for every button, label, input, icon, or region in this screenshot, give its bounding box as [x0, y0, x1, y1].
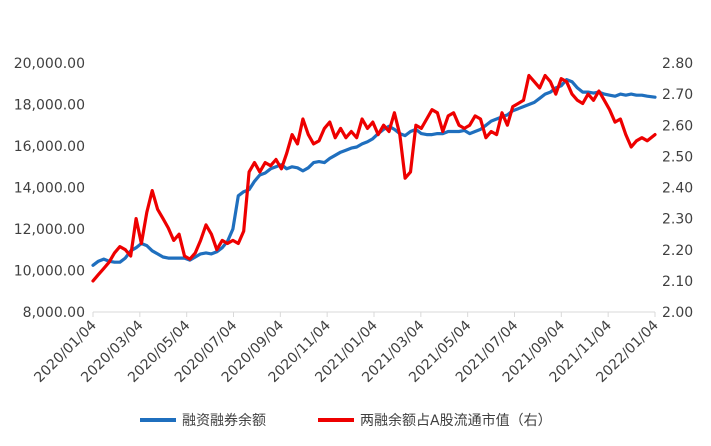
- legend-label-ratio: 两融余额占A股流通市值（右）: [360, 412, 552, 429]
- right-tick-label: 2.60: [662, 118, 693, 134]
- left-tick-label: 14,000.00: [14, 181, 85, 197]
- legend: 融资融券余额 两融余额占A股流通市值（右）: [140, 412, 552, 429]
- left-tick-label: 10,000.00: [14, 264, 85, 280]
- left-axis: 8,000.00 10,000.00 12,000.00 14,000.00 16,00…: [14, 56, 85, 321]
- right-tick-label: 2.10: [662, 274, 693, 290]
- right-tick-label: 2.70: [662, 87, 693, 103]
- x-axis: 2020/01/042020/03/042020/05/042020/07/04…: [31, 312, 662, 386]
- right-tick-label: 2.00: [662, 305, 693, 321]
- right-tick-label: 2.30: [662, 212, 693, 228]
- series-line-margin-ratio: [91, 73, 657, 283]
- right-tick-label: 2.40: [662, 181, 693, 197]
- left-tick-label: 8,000.00: [23, 305, 85, 321]
- right-tick-label: 2.20: [662, 243, 693, 259]
- right-tick-label: 2.50: [662, 149, 693, 165]
- series-group: [91, 73, 657, 283]
- left-tick-label: 20,000.00: [14, 56, 85, 72]
- left-tick-label: 18,000.00: [14, 98, 85, 114]
- right-tick-label: 2.80: [662, 56, 693, 72]
- left-tick-label: 16,000.00: [14, 139, 85, 155]
- right-axis: 2.00 2.10 2.20 2.30 2.40 2.50 2.60 2.70 2.80: [662, 56, 693, 321]
- legend-label-balance: 融资融券余额: [182, 412, 266, 429]
- left-tick-label: 12,000.00: [14, 222, 85, 238]
